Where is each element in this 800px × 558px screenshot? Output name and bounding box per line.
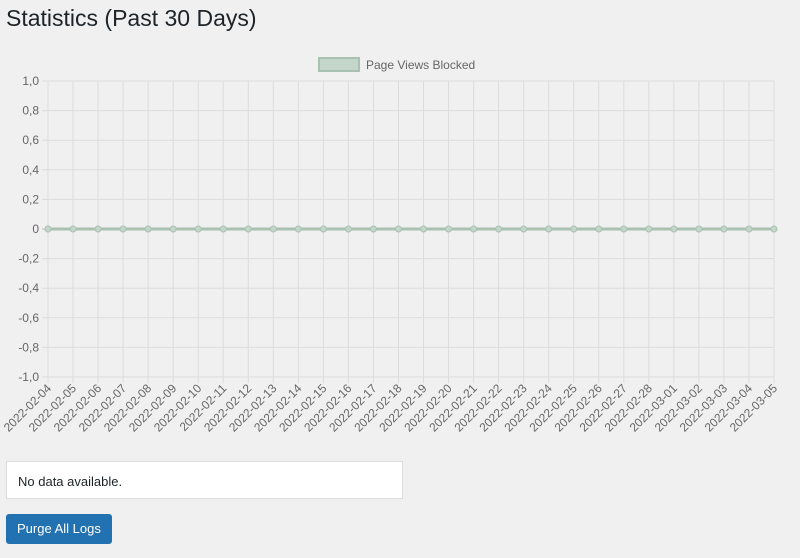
data-point[interactable] [520,225,528,233]
chart: Page Views Blocked 1,0 0,8 0,6 0,4 0,2 0 -0,2 -… [1,57,781,435]
y-tick-label: 0 [32,222,39,236]
data-point[interactable] [194,225,202,233]
data-point[interactable] [369,225,377,233]
data-point[interactable] [344,225,352,233]
y-tick-label: 0,4 [22,163,39,177]
data-point[interactable] [69,225,77,233]
data-point[interactable] [570,225,578,233]
data-point[interactable] [420,225,428,233]
purge-all-logs-button[interactable]: Purge All Logs [6,514,112,544]
data-point[interactable] [269,225,277,233]
data-point[interactable] [495,225,503,233]
data-point[interactable] [94,225,102,233]
data-point[interactable] [119,225,127,233]
series-page-views-blocked [44,225,778,233]
data-point[interactable] [695,225,703,233]
y-tick-label: 1,0 [22,74,39,88]
chart-legend[interactable]: Page Views Blocked [318,57,475,72]
page-title: Statistics (Past 30 Days) [6,5,257,31]
data-point[interactable] [445,225,453,233]
data-point[interactable] [545,225,553,233]
data-point[interactable] [244,225,252,233]
data-point[interactable] [470,225,478,233]
y-tick-label: 0,2 [22,192,39,206]
data-point[interactable] [595,225,603,233]
y-tick-label: -0,6 [18,311,39,325]
y-tick-label: -0,2 [18,252,39,266]
x-axis: 2022-02-042022-02-052022-02-062022-02-07… [1,381,781,435]
y-axis: 1,0 0,8 0,6 0,4 0,2 0 -0,2 -0,4 -0,6 -0,8 -1,0 [18,74,39,384]
data-point[interactable] [144,225,152,233]
data-point[interactable] [720,225,728,233]
data-point[interactable] [319,225,327,233]
y-tick-label: 0,6 [22,133,39,147]
data-point[interactable] [394,225,402,233]
data-point[interactable] [770,225,778,233]
data-point[interactable] [294,225,302,233]
data-point[interactable] [169,225,177,233]
data-point[interactable] [44,225,52,233]
no-data-notice: No data available. [6,461,403,499]
data-point[interactable] [745,225,753,233]
chart-grid [42,80,775,383]
data-point[interactable] [219,225,227,233]
legend-swatch [318,57,360,72]
y-tick-label: -0,8 [18,340,39,354]
y-tick-label: -1,0 [18,370,39,384]
notice-text: No data available. [18,474,123,489]
y-tick-label: -0,4 [18,281,39,295]
data-point[interactable] [645,225,653,233]
data-point[interactable] [620,225,628,233]
legend-label: Page Views Blocked [366,58,475,72]
data-point[interactable] [670,225,678,233]
y-tick-label: 0,8 [22,104,39,118]
